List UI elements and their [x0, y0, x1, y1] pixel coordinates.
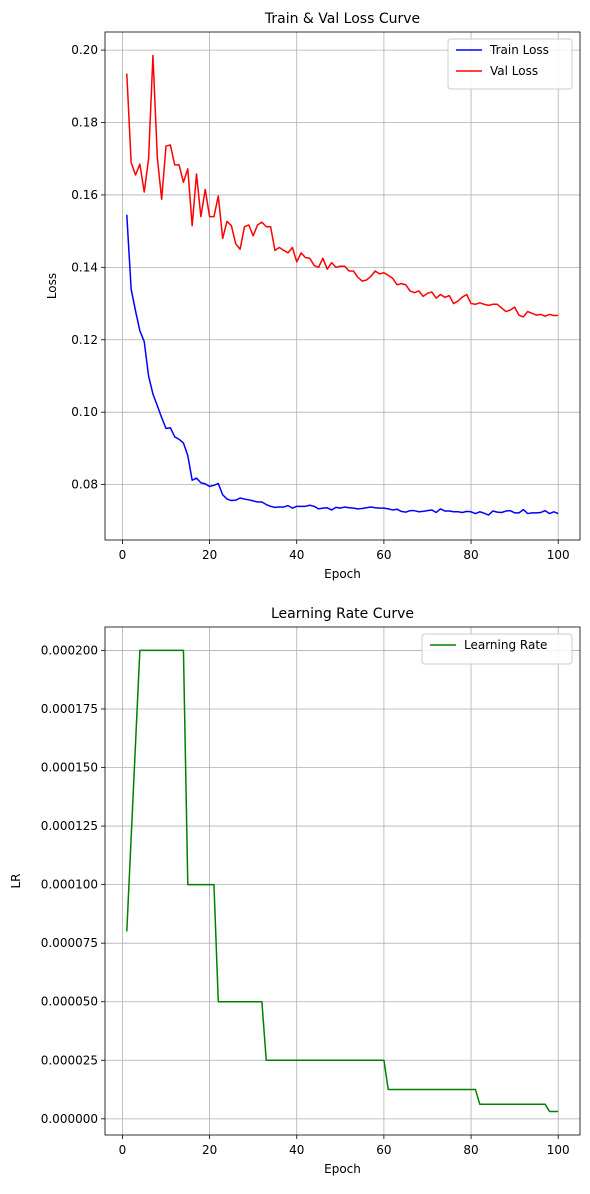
chart2-x-tick-label: 0	[119, 1143, 127, 1157]
chart2-legend-label-learning-rate: Learning Rate	[464, 638, 547, 652]
chart2-x-tick-label: 20	[202, 1143, 217, 1157]
chart2-legend: Learning Rate	[421, 633, 573, 665]
chart1-plot-frame	[104, 31, 581, 541]
chart1-group: 0 20 40 60 80 100 0.08 0.10 0.12 0.14 0.16 0.18 0.20…	[45, 11, 581, 581]
chart1-y-tick-label: 0.18	[71, 116, 98, 130]
chart2-x-tick-label: 80	[463, 1143, 478, 1157]
chart2-y-tick-label: 0.000150	[41, 761, 98, 775]
chart2-y-axis-label: LR	[9, 873, 23, 888]
chart1-legend-label-train-loss: Train Loss	[489, 43, 549, 57]
chart2-x-axis-label: Epoch	[324, 1162, 361, 1176]
chart1-x-tick-label: 60	[376, 548, 391, 562]
chart1-x-axis-label: Epoch	[324, 567, 361, 581]
chart2-y-tick-label: 0.000000	[41, 1112, 98, 1126]
chart2-y-tick-label: 0.000025	[41, 1053, 98, 1067]
chart2-legend-box	[421, 633, 573, 665]
chart1-y-tick-label: 0.14	[71, 260, 98, 274]
chart2-y-tick-label: 0.000050	[41, 995, 98, 1009]
chart1-x-tick-label: 80	[463, 548, 478, 562]
chart1-y-tick-label: 0.08	[71, 478, 98, 492]
chart1-title: Train & Val Loss Curve	[264, 11, 420, 27]
chart2-x-tick-label: 60	[376, 1143, 391, 1157]
chart1-x-tick-label: 0	[119, 548, 127, 562]
chart1-series-train-loss-line	[126, 214, 559, 516]
chart1-y-tick-label: 0.12	[71, 333, 98, 347]
chart2-plot-frame	[104, 626, 581, 1136]
chart2-y-tick-label: 0.000100	[41, 878, 98, 892]
chart2-group: 0 20 40 60 80 100 0.000000 0.000025 0.000050 0.00…	[9, 606, 581, 1176]
chart1-y-axis-label: Loss	[45, 273, 59, 299]
chart2-y-tick-label: 0.000200	[41, 643, 98, 657]
chart1-y-tick-label: 0.16	[71, 188, 98, 202]
chart2-x-tick-label: 40	[289, 1143, 304, 1157]
chart1-x-tick-label: 40	[289, 548, 304, 562]
chart2-series-learning-rate-line	[126, 649, 559, 1113]
chart1-x-tick-label: 100	[547, 548, 570, 562]
chart2-y-tick-label: 0.000175	[41, 702, 98, 716]
chart2-x-tick-label: 100	[547, 1143, 570, 1157]
chart2-y-tick-label: 0.000125	[41, 819, 98, 833]
chart1-legend: Train Loss Val Loss	[447, 38, 573, 90]
chart1-y-tick-label: 0.10	[71, 405, 98, 419]
chart1-y-tick-label: 0.20	[71, 43, 98, 57]
chart2-title: Learning Rate Curve	[271, 606, 414, 622]
chart1-x-tick-label: 20	[202, 548, 217, 562]
chart1-series-val-loss-line	[126, 54, 559, 318]
chart1-legend-box	[447, 38, 573, 90]
chart1-legend-label-val-loss: Val Loss	[490, 64, 538, 78]
chart2-y-tick-label: 0.000075	[41, 936, 98, 950]
